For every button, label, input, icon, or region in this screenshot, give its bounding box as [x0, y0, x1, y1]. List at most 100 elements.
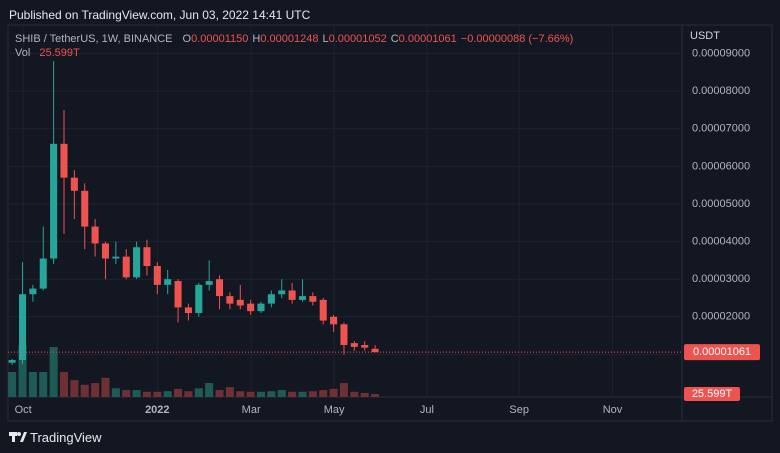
- volume-bar: [194, 388, 203, 397]
- x-tick-label: Mar: [242, 404, 261, 416]
- y-tick-label: 0.00006000: [692, 160, 750, 172]
- candle-body: [340, 324, 348, 345]
- candle-body: [112, 256, 120, 259]
- volume-bar: [153, 391, 162, 397]
- candle-body: [361, 344, 369, 348]
- brand: TradingView: [30, 430, 102, 445]
- candle-body: [309, 296, 317, 302]
- candle-body: [101, 243, 109, 259]
- ohlc-key: H: [252, 33, 261, 45]
- volume-bar: [205, 383, 214, 397]
- x-tick-label: Nov: [603, 404, 623, 416]
- volume-bar: [59, 372, 69, 397]
- published-note: Published on TradingView.com, Jun 03, 20…: [9, 8, 311, 22]
- chart-frame: [7, 24, 773, 422]
- x-tick-label: 2022: [145, 404, 169, 416]
- candle-body: [195, 284, 203, 314]
- change: −0.00000088 (−7.66%): [460, 33, 574, 45]
- candle-body: [278, 290, 286, 295]
- currency-label: USDT: [690, 30, 720, 42]
- volume-bar: [308, 391, 317, 397]
- volume-bar: [360, 392, 369, 397]
- candle-body: [236, 299, 244, 306]
- volume-bar: [28, 372, 37, 397]
- legend: SHIB / TetherUS, 1W, BINANCE O 0.00001150…: [15, 33, 573, 45]
- y-tick-label: 0.00005000: [692, 198, 750, 210]
- ohlc-key: O: [182, 33, 192, 45]
- candle-body: [8, 360, 16, 363]
- ohlc-key: L: [322, 33, 329, 45]
- ohlc-value: 0.00001061: [398, 33, 457, 45]
- last-volume-box: [684, 387, 740, 402]
- candle-body: [371, 348, 379, 353]
- y-tick-label: 0.00007000: [692, 123, 750, 135]
- candle-body: [226, 296, 234, 304]
- ohlc-value: 0.00001248: [260, 33, 319, 45]
- candle-body: [143, 247, 151, 267]
- candle-body: [91, 226, 99, 244]
- volume-bar: [256, 391, 266, 397]
- volume-bar: [329, 388, 338, 397]
- volume-bar: [298, 391, 307, 397]
- candles: [8, 61, 379, 365]
- candle-body: [184, 307, 192, 314]
- candle-body: [153, 266, 161, 285]
- x-tick-label: Oct: [15, 404, 32, 416]
- volume-bar: [91, 383, 100, 397]
- volume-legend: Vol 25.599T: [15, 47, 80, 59]
- volume-bar: [319, 390, 328, 397]
- brand-logo: [9, 432, 27, 442]
- candle-body: [50, 143, 58, 259]
- volume-bar: [174, 388, 183, 397]
- candle-body: [205, 281, 213, 285]
- candle-body: [29, 288, 37, 295]
- candle-body: [60, 143, 68, 178]
- candle-body: [298, 296, 307, 300]
- volume-bar: [142, 391, 151, 397]
- volume-bar: [39, 372, 48, 397]
- volume-bar: [339, 383, 348, 397]
- volume-bar: [288, 391, 297, 397]
- y-tick-label: 0.00002000: [692, 311, 750, 323]
- volume-bar: [184, 391, 193, 397]
- volume-bar: [371, 394, 380, 397]
- y-tick-label: 0.00008000: [692, 85, 750, 97]
- symbol: SHIB / TetherUS, 1W, BINANCE: [15, 33, 173, 45]
- candle-body: [216, 279, 224, 297]
- volume-bar: [246, 391, 255, 397]
- volume-bar: [350, 391, 359, 397]
- ohlc-value: 0.00001052: [328, 33, 387, 45]
- volume-bar: [215, 390, 224, 397]
- volume-bar: [101, 377, 110, 397]
- y-tick-label: 0.00004000: [692, 235, 750, 247]
- candle-body: [39, 258, 47, 289]
- candle-body: [133, 247, 141, 278]
- candle-body: [319, 299, 327, 321]
- volume-bar: [225, 387, 234, 397]
- volume-bar: [18, 345, 27, 397]
- candle-body: [81, 190, 89, 227]
- x-tick-label: May: [324, 404, 345, 416]
- volume-bar: [111, 388, 120, 397]
- volume-bar: [277, 390, 286, 397]
- volume-bar: [132, 390, 141, 397]
- volume-bar: [122, 390, 131, 397]
- candle-body: [174, 281, 182, 308]
- candle-body: [164, 279, 172, 285]
- volume-bar: [49, 347, 58, 397]
- last-price-box: [684, 344, 760, 361]
- y-tick-label: 0.00009000: [692, 47, 750, 59]
- volume-bar: [8, 372, 17, 397]
- volume-value: 25.599T: [39, 47, 80, 59]
- ohlc: O 0.00001150 H 0.00001248 L 0.00001052 C 0.0000…: [183, 33, 457, 45]
- candle-body: [288, 290, 296, 300]
- x-tick-label: Jul: [420, 404, 434, 416]
- volume-bar: [267, 391, 276, 397]
- last-volume-label: 25.599T: [692, 388, 733, 400]
- candle-body: [122, 256, 130, 278]
- axes: 0.000010000.000020000.000030000.00004000…: [8, 47, 760, 416]
- candle-body: [247, 303, 255, 312]
- x-tick-label: Sep: [509, 404, 529, 416]
